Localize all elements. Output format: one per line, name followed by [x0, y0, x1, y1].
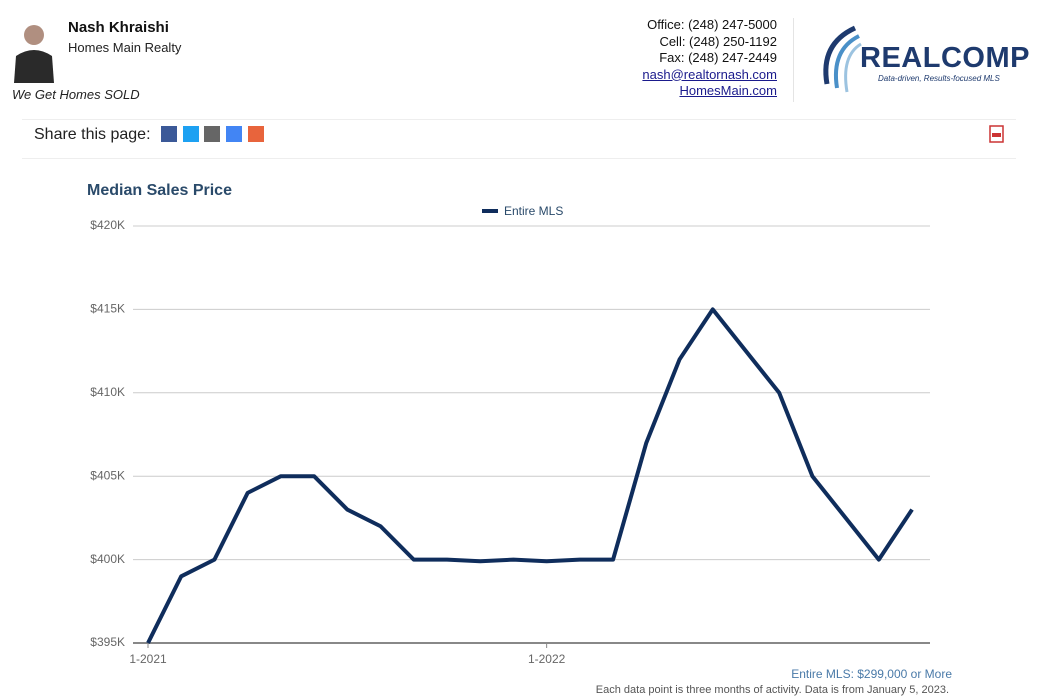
website-link[interactable]: HomesMain.com [679, 83, 777, 98]
chart: Median Sales Price $395K $400K $405K $410K $… [87, 182, 930, 665]
twitter-share[interactable] [183, 126, 199, 142]
google-share[interactable] [226, 126, 242, 142]
legend-label: Entire MLS [504, 204, 563, 218]
divider [793, 18, 794, 102]
y-tick-label: $405K [90, 468, 125, 482]
logo-mark [823, 25, 862, 93]
series-line [146, 307, 914, 644]
pdf-icon[interactable] [988, 125, 1006, 143]
y-tick-label: $400K [90, 552, 125, 566]
facebook-share[interactable] [161, 126, 177, 142]
data-note: Each data point is three months of activ… [595, 684, 949, 696]
logo-tagline: Data-driven, Results-focused MLS [878, 74, 1000, 83]
office-phone: Office: (248) 247-5000 [647, 17, 777, 32]
chart-title: Median Sales Price [87, 182, 232, 199]
agent-photo [12, 18, 56, 83]
y-tick-label: $420K [90, 218, 125, 232]
cell-phone: Cell: (248) 250-1192 [659, 33, 777, 49]
print-share[interactable] [204, 126, 220, 142]
logo-text: REALCOMP [860, 42, 1030, 74]
x-tick-label: 1-2022 [528, 652, 566, 665]
email-link[interactable]: nash@realtornash.com [642, 66, 777, 82]
y-tick-label: $415K [90, 302, 125, 316]
contact-block: Office: (248) 247-5000 Cell: (248) 250-1… [642, 17, 777, 100]
y-tick-label: $410K [90, 385, 125, 399]
x-tick-label: 1-2021 [129, 652, 167, 665]
y-tick-label: $395K [90, 635, 125, 649]
filter-note: Entire MLS: $299,000 or More [791, 667, 952, 681]
fax: Fax: (248) 247-2449 [659, 50, 777, 65]
share-label: Share this page: [34, 126, 151, 143]
agent-name: Nash Khraishi [68, 19, 169, 36]
more-share[interactable] [248, 126, 264, 142]
agent-company: Homes Main Realty [68, 40, 182, 55]
agent-tagline: We Get Homes SOLD [12, 87, 140, 102]
share-bar [22, 119, 1016, 159]
